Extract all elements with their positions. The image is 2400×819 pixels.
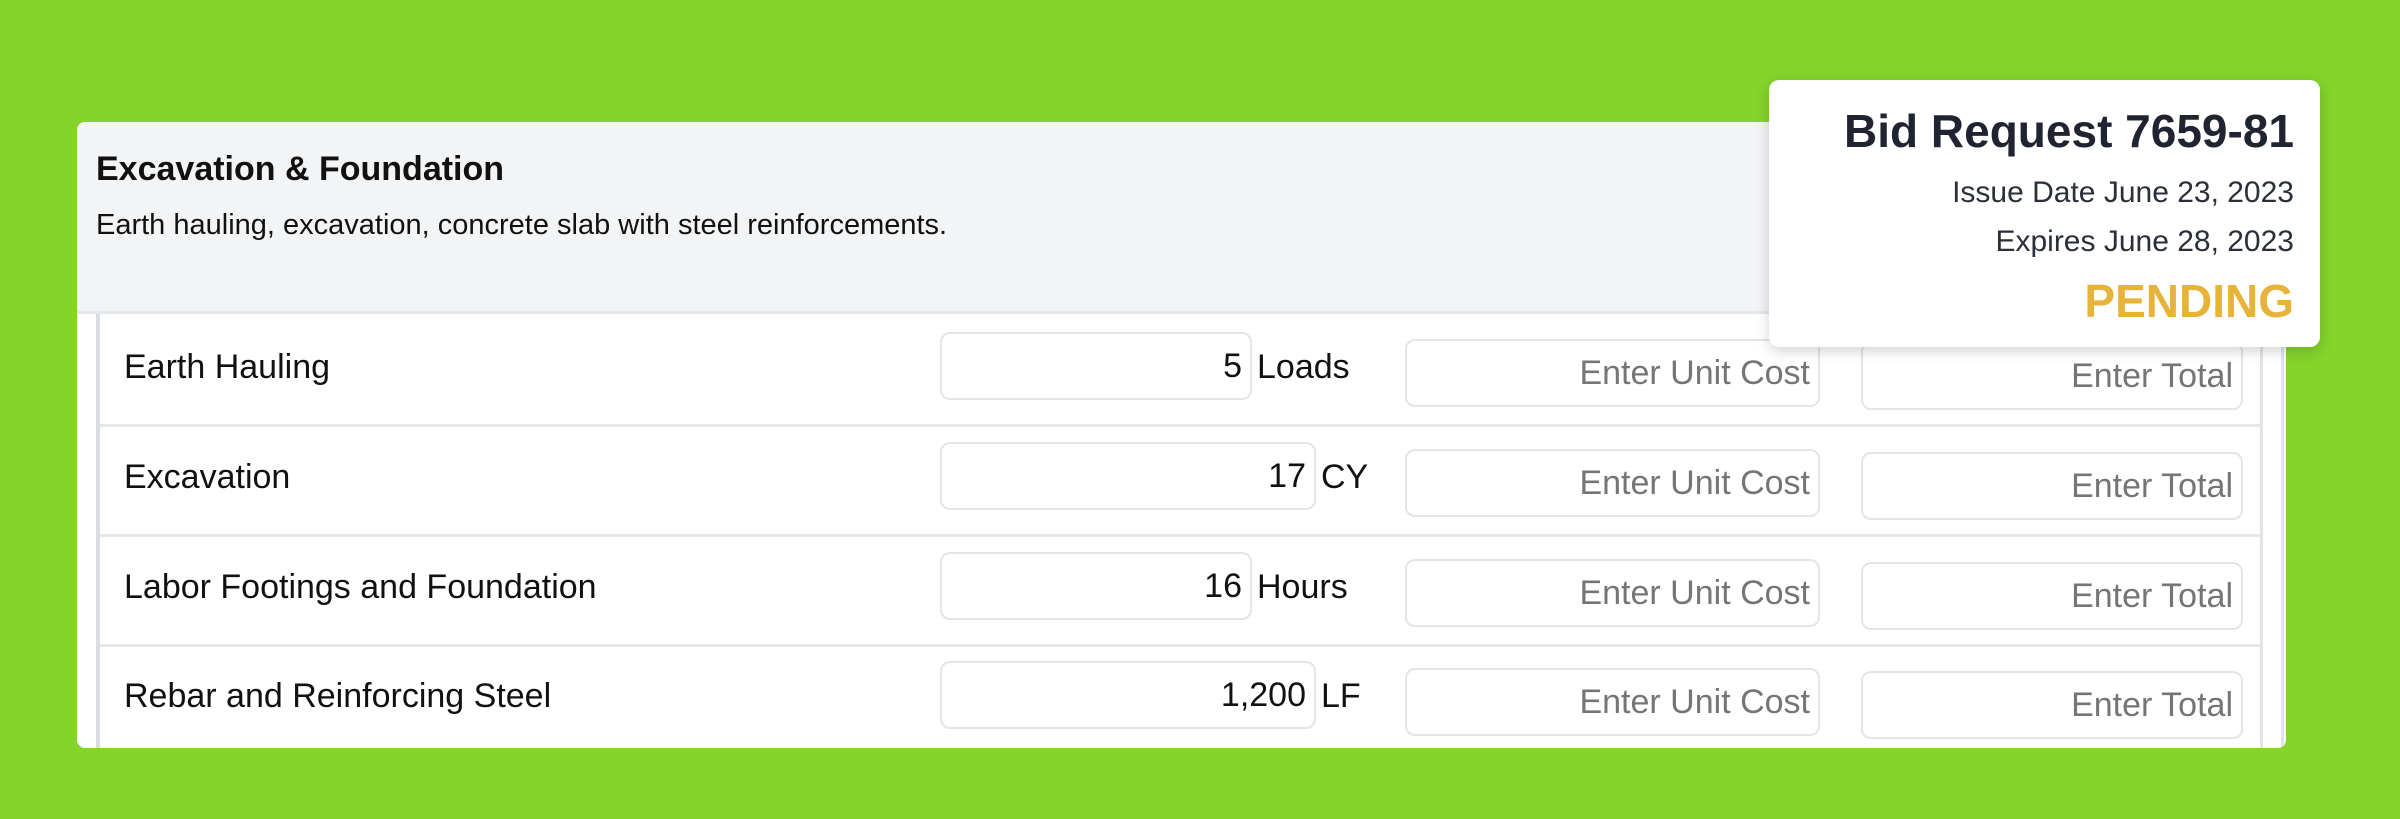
section-title: Excavation & Foundation (96, 150, 505, 188)
total-input[interactable] (1861, 671, 2243, 739)
line-item-label: Labor Footings and Foundation (124, 568, 597, 606)
unit-label: Hours (1257, 568, 1348, 606)
line-item-row: Earth Hauling Loads (100, 314, 2260, 427)
left-divider (96, 314, 100, 748)
line-item-label: Rebar and Reinforcing Steel (124, 677, 552, 715)
unit-cost-input[interactable] (1405, 339, 1820, 407)
total-input[interactable] (1861, 452, 2243, 520)
unit-cost-input[interactable] (1405, 559, 1820, 627)
bid-request-popover: Bid Request 7659-81 Issue Date June 23, … (1769, 80, 2320, 347)
unit-label: Loads (1257, 348, 1350, 386)
line-item-row: Labor Footings and Foundation Hours (100, 534, 2260, 647)
scrollbar-track[interactable] (2281, 314, 2284, 748)
expiry-date: Expires June 28, 2023 (1995, 225, 2294, 258)
quantity-input[interactable] (940, 661, 1316, 729)
quantity-input[interactable] (940, 332, 1252, 400)
line-item-label: Excavation (124, 458, 291, 496)
quantity-input[interactable] (940, 442, 1316, 510)
bid-request-title: Bid Request 7659-81 (1844, 105, 2294, 157)
unit-label: CY (1321, 458, 1369, 496)
line-item-label: Earth Hauling (124, 348, 331, 386)
unit-cost-input[interactable] (1405, 668, 1820, 736)
quantity-input[interactable] (940, 552, 1252, 620)
total-input[interactable] (1861, 342, 2243, 410)
status-badge: PENDING (2084, 275, 2294, 327)
issue-date: Issue Date June 23, 2023 (1952, 176, 2294, 209)
unit-label: LF (1321, 677, 1361, 715)
total-input[interactable] (1861, 562, 2243, 630)
line-item-row: Rebar and Reinforcing Steel LF (100, 643, 2260, 748)
right-divider (2260, 314, 2263, 748)
unit-cost-input[interactable] (1405, 449, 1820, 517)
section-description: Earth hauling, excavation, concrete slab… (96, 209, 948, 241)
line-item-row: Excavation CY (100, 424, 2260, 537)
